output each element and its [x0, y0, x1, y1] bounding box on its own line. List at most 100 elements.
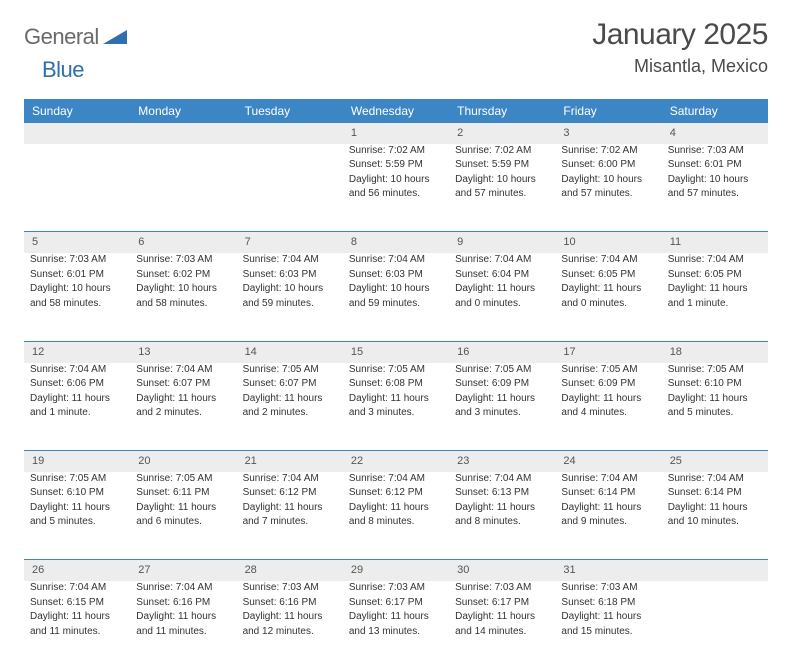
day-day2: and 8 minutes. — [349, 515, 443, 529]
day-sunrise: Sunrise: 7:03 AM — [561, 581, 655, 595]
day-sunrise: Sunrise: 7:03 AM — [136, 253, 230, 267]
day-day2: and 13 minutes. — [349, 625, 443, 639]
day-sunset: Sunset: 6:03 PM — [349, 268, 443, 282]
day-cell: Sunrise: 7:05 AMSunset: 6:09 PMDaylight:… — [449, 363, 555, 451]
day-sunset: Sunset: 6:07 PM — [136, 377, 230, 391]
weekday-header: Friday — [555, 99, 661, 123]
day-number: 11 — [662, 232, 768, 253]
day-cell: Sunrise: 7:03 AMSunset: 6:17 PMDaylight:… — [343, 581, 449, 669]
day-day1: Daylight: 11 hours — [136, 610, 230, 624]
day-number: 3 — [555, 123, 661, 144]
day-day2: and 6 minutes. — [136, 515, 230, 529]
day-day2: and 8 minutes. — [455, 515, 549, 529]
day-sunset: Sunset: 6:05 PM — [561, 268, 655, 282]
logo-word2: Blue — [42, 57, 84, 82]
day-day1: Daylight: 11 hours — [455, 282, 549, 296]
day-cell — [662, 581, 768, 669]
day-sunset: Sunset: 6:01 PM — [668, 158, 762, 172]
day-sunrise: Sunrise: 7:03 AM — [455, 581, 549, 595]
day-day1: Daylight: 11 hours — [561, 610, 655, 624]
day-day1: Daylight: 10 hours — [243, 282, 337, 296]
day-sunset: Sunset: 6:05 PM — [668, 268, 762, 282]
day-cell: Sunrise: 7:02 AMSunset: 5:59 PMDaylight:… — [343, 144, 449, 232]
month-title: January 2025 — [592, 18, 768, 52]
day-sunrise: Sunrise: 7:04 AM — [455, 253, 549, 267]
day-sunrise: Sunrise: 7:03 AM — [349, 581, 443, 595]
day-number: 8 — [343, 232, 449, 253]
day-day2: and 56 minutes. — [349, 187, 443, 201]
day-number: 20 — [130, 451, 236, 472]
day-day1: Daylight: 11 hours — [30, 610, 124, 624]
day-sunset: Sunset: 6:12 PM — [349, 486, 443, 500]
day-day2: and 59 minutes. — [349, 297, 443, 311]
weekday-header: Monday — [130, 99, 236, 123]
day-cell: Sunrise: 7:05 AMSunset: 6:09 PMDaylight:… — [555, 363, 661, 451]
day-number: 30 — [449, 560, 555, 581]
day-sunrise: Sunrise: 7:03 AM — [30, 253, 124, 267]
day-sunset: Sunset: 6:16 PM — [136, 596, 230, 610]
day-number-row: 1234 — [24, 123, 768, 144]
day-sunset: Sunset: 6:14 PM — [668, 486, 762, 500]
day-day2: and 14 minutes. — [455, 625, 549, 639]
weekday-header-row: Sunday Monday Tuesday Wednesday Thursday… — [24, 99, 768, 123]
day-sunset: Sunset: 5:59 PM — [349, 158, 443, 172]
weekday-header: Sunday — [24, 99, 130, 123]
day-sunset: Sunset: 6:06 PM — [30, 377, 124, 391]
day-cell: Sunrise: 7:04 AMSunset: 6:14 PMDaylight:… — [662, 472, 768, 560]
day-day1: Daylight: 11 hours — [136, 392, 230, 406]
day-day2: and 11 minutes. — [136, 625, 230, 639]
day-sunset: Sunset: 6:17 PM — [349, 596, 443, 610]
day-cell — [237, 144, 343, 232]
day-sunset: Sunset: 6:15 PM — [30, 596, 124, 610]
day-day1: Daylight: 11 hours — [136, 501, 230, 515]
day-day2: and 11 minutes. — [30, 625, 124, 639]
day-detail-row: Sunrise: 7:03 AMSunset: 6:01 PMDaylight:… — [24, 253, 768, 341]
day-sunset: Sunset: 5:59 PM — [455, 158, 549, 172]
day-sunset: Sunset: 6:09 PM — [561, 377, 655, 391]
day-sunrise: Sunrise: 7:04 AM — [30, 581, 124, 595]
day-sunrise: Sunrise: 7:04 AM — [243, 253, 337, 267]
day-cell: Sunrise: 7:04 AMSunset: 6:16 PMDaylight:… — [130, 581, 236, 669]
day-day1: Daylight: 11 hours — [349, 392, 443, 406]
day-day2: and 10 minutes. — [668, 515, 762, 529]
day-day1: Daylight: 11 hours — [30, 501, 124, 515]
day-cell: Sunrise: 7:03 AMSunset: 6:01 PMDaylight:… — [662, 144, 768, 232]
day-sunrise: Sunrise: 7:04 AM — [136, 581, 230, 595]
day-sunset: Sunset: 6:02 PM — [136, 268, 230, 282]
day-number — [130, 123, 236, 144]
day-number-row: 19202122232425 — [24, 451, 768, 472]
day-day1: Daylight: 11 hours — [243, 610, 337, 624]
logo-word1: General — [24, 24, 99, 50]
day-cell: Sunrise: 7:04 AMSunset: 6:13 PMDaylight:… — [449, 472, 555, 560]
day-sunrise: Sunrise: 7:04 AM — [136, 363, 230, 377]
day-number: 23 — [449, 451, 555, 472]
day-number — [237, 123, 343, 144]
day-day2: and 7 minutes. — [243, 515, 337, 529]
day-number-row: 12131415161718 — [24, 341, 768, 362]
day-sunset: Sunset: 6:03 PM — [243, 268, 337, 282]
day-day2: and 5 minutes. — [30, 515, 124, 529]
day-cell: Sunrise: 7:04 AMSunset: 6:15 PMDaylight:… — [24, 581, 130, 669]
day-number: 19 — [24, 451, 130, 472]
day-sunset: Sunset: 6:09 PM — [455, 377, 549, 391]
day-number: 17 — [555, 341, 661, 362]
day-sunset: Sunset: 6:01 PM — [30, 268, 124, 282]
day-sunset: Sunset: 6:12 PM — [243, 486, 337, 500]
day-sunset: Sunset: 6:17 PM — [455, 596, 549, 610]
day-day2: and 0 minutes. — [561, 297, 655, 311]
day-number: 25 — [662, 451, 768, 472]
day-cell — [130, 144, 236, 232]
day-number: 18 — [662, 341, 768, 362]
day-sunrise: Sunrise: 7:04 AM — [668, 253, 762, 267]
day-sunrise: Sunrise: 7:04 AM — [243, 472, 337, 486]
day-cell: Sunrise: 7:04 AMSunset: 6:12 PMDaylight:… — [343, 472, 449, 560]
day-day2: and 4 minutes. — [561, 406, 655, 420]
day-day2: and 0 minutes. — [455, 297, 549, 311]
day-sunset: Sunset: 6:14 PM — [561, 486, 655, 500]
day-day2: and 1 minute. — [30, 406, 124, 420]
day-day2: and 12 minutes. — [243, 625, 337, 639]
day-number: 16 — [449, 341, 555, 362]
day-sunset: Sunset: 6:13 PM — [455, 486, 549, 500]
day-sunrise: Sunrise: 7:02 AM — [561, 144, 655, 158]
day-day1: Daylight: 11 hours — [243, 392, 337, 406]
